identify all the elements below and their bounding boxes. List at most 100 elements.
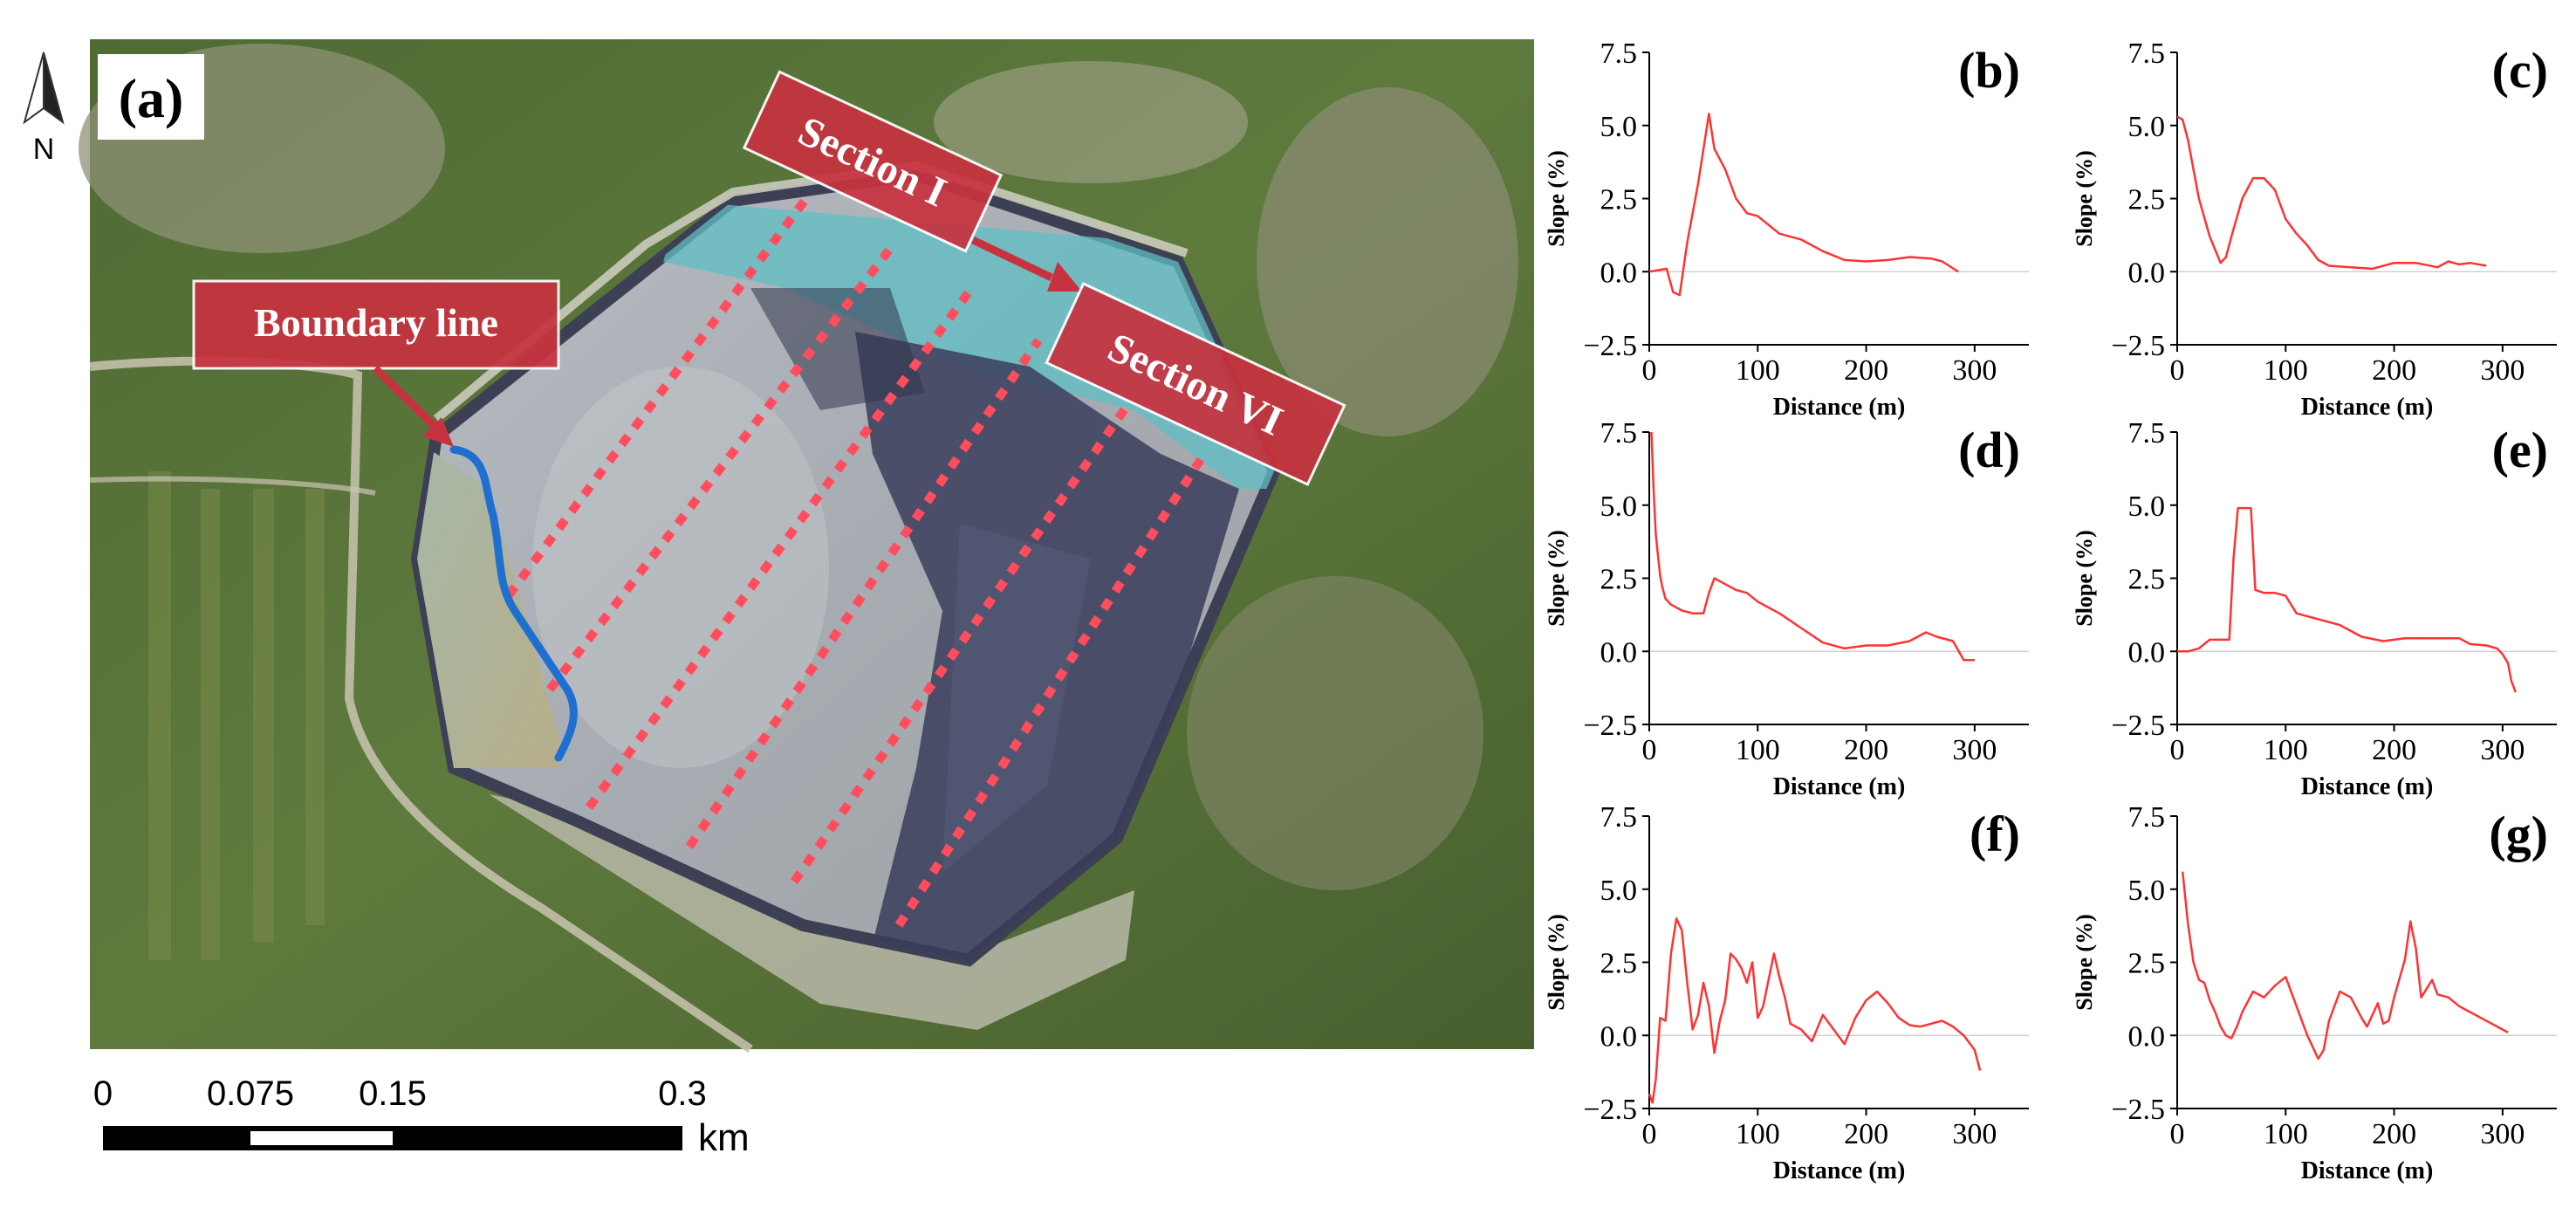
- y-tick-label: 7.5: [1600, 417, 1638, 450]
- x-axis-title: Distance (m): [2301, 394, 2434, 421]
- slope-chart-e: −2.5 0.0 2.5 5.0 7.5 0 100 200 300 Distance (m) Sl…: [2072, 417, 2557, 800]
- x-tick-label: 100: [2264, 354, 2308, 387]
- orthophoto-map-panel: Boundary line Section I Section VI (a) N…: [23, 39, 1534, 1159]
- panel-label-f: (f): [1970, 806, 2020, 862]
- y-tick-label: 2.5: [1600, 184, 1638, 216]
- y-tick-label: −2.5: [1583, 1094, 1637, 1126]
- slope-chart-b: −2.5 0.0 2.5 5.0 7.5 0 100 200 300 Distance (m) Sl…: [1544, 38, 2029, 421]
- slope-chart-g: −2.5 0.0 2.5 5.0 7.5 0 100 200 300 Distance (m) Sl…: [2072, 801, 2557, 1184]
- y-tick-label: −2.5: [1583, 710, 1637, 742]
- x-axis-title: Distance (m): [2301, 1157, 2434, 1184]
- section-line-5: [790, 399, 1134, 884]
- y-tick-label: 5.0: [2128, 111, 2166, 143]
- y-tick-label: 2.5: [1600, 948, 1638, 980]
- y-tick-label: 7.5: [2128, 38, 2166, 70]
- slope-chart-d: −2.5 0.0 2.5 5.0 7.5 0 100 200 300 Distance (m) Sl…: [1544, 417, 2029, 800]
- slope-series-line: [2176, 115, 2487, 271]
- x-tick-label: 200: [2372, 354, 2416, 387]
- y-tick-label: −2.5: [2111, 710, 2165, 742]
- y-tick-label: 7.5: [1600, 801, 1638, 834]
- y-axis-title: Slope (%): [1544, 530, 1569, 627]
- x-tick-label: 0: [2170, 354, 2185, 387]
- x-tick-label: 300: [2480, 1118, 2525, 1150]
- tailings-pond: [410, 161, 1281, 967]
- y-tick-label: 0.0: [1600, 636, 1638, 669]
- section-line-4: [685, 338, 1043, 849]
- y-tick-label: 0.0: [2128, 257, 2166, 289]
- x-tick-label: 200: [1844, 354, 1888, 387]
- y-tick-label: 7.5: [2128, 417, 2166, 450]
- panel-label-g: (g): [2489, 806, 2548, 862]
- y-tick-label: 5.0: [1600, 111, 1638, 143]
- x-tick-label: 100: [1736, 354, 1780, 387]
- panel-label-a: (a): [98, 54, 204, 140]
- slope-series-line: [2181, 871, 2509, 1060]
- x-tick-label: 100: [1736, 734, 1780, 766]
- scale-tick-0: 0: [93, 1074, 113, 1113]
- x-axis-title: Distance (m): [1773, 773, 1906, 800]
- y-tick-label: 5.0: [1600, 491, 1638, 523]
- x-tick-label: 100: [2264, 734, 2308, 766]
- panel-label-d: (d): [1958, 422, 2020, 478]
- y-tick-label: 2.5: [2128, 948, 2166, 980]
- x-tick-label: 300: [1952, 734, 1997, 766]
- x-tick-label: 0: [1642, 354, 1657, 387]
- slope-series-line: [1648, 113, 1959, 297]
- panel-label-b: (b): [1958, 42, 2020, 99]
- scale-tick-3: 0.3: [658, 1074, 707, 1113]
- y-axis-title: Slope (%): [2072, 530, 2097, 627]
- y-tick-label: 0.0: [1600, 257, 1638, 289]
- x-axis-title: Distance (m): [1773, 1157, 1906, 1184]
- x-tick-label: 0: [2170, 734, 2185, 766]
- y-tick-label: 5.0: [2128, 491, 2166, 523]
- x-tick-label: 0: [2170, 1118, 2185, 1150]
- x-axis-title: Distance (m): [2301, 773, 2434, 800]
- x-tick-label: 100: [1736, 1118, 1780, 1150]
- y-tick-label: −2.5: [2111, 1094, 2165, 1126]
- slope-series-line: [1650, 431, 1975, 662]
- scale-tick-1: 0.075: [207, 1074, 294, 1113]
- scale-tick-2: 0.15: [359, 1074, 427, 1113]
- slope-chart-f: −2.5 0.0 2.5 5.0 7.5 0 100 200 300 Distance (m) Sl…: [1544, 801, 2029, 1184]
- y-axis-title: Slope (%): [2072, 150, 2097, 247]
- x-tick-label: 0: [1642, 1118, 1657, 1150]
- boundary-line-callout: Boundary line: [192, 279, 560, 447]
- scale-bar: 0 0.075 0.15 0.3 km: [93, 1074, 750, 1159]
- section-line-3: [585, 290, 973, 810]
- section-line-2: [546, 245, 894, 693]
- x-tick-label: 200: [1844, 1118, 1888, 1150]
- boundary-line-label: Boundary line: [254, 300, 498, 345]
- panel-label-c: (c): [2492, 42, 2548, 99]
- y-axis-title: Slope (%): [1544, 914, 1569, 1011]
- north-label: N: [33, 133, 55, 166]
- y-tick-label: 0.0: [2128, 1020, 2166, 1053]
- north-arrow-icon: N: [23, 51, 65, 166]
- y-axis-title: Slope (%): [2072, 914, 2097, 1011]
- svg-text:(a): (a): [119, 67, 184, 129]
- x-tick-label: 300: [1952, 1118, 1997, 1150]
- section-lines: [505, 198, 1209, 928]
- slope-series-line: [2177, 506, 2517, 693]
- y-tick-label: 5.0: [2128, 875, 2166, 907]
- y-tick-label: 0.0: [2128, 636, 2166, 669]
- slope-chart-c: −2.5 0.0 2.5 5.0 7.5 0 100 200 300 Distance (m) Sl…: [2072, 38, 2557, 421]
- x-tick-label: 300: [1952, 354, 1997, 387]
- y-tick-label: −2.5: [1583, 330, 1637, 362]
- y-tick-label: −2.5: [2111, 330, 2165, 362]
- y-tick-label: 0.0: [1600, 1020, 1638, 1053]
- x-axis-title: Distance (m): [1773, 394, 1906, 421]
- y-tick-label: 5.0: [1600, 875, 1638, 907]
- scale-unit: km: [698, 1116, 750, 1159]
- x-tick-label: 200: [2372, 1118, 2416, 1150]
- y-tick-label: 7.5: [1600, 38, 1638, 70]
- y-tick-label: 2.5: [2128, 564, 2166, 596]
- x-tick-label: 300: [2480, 354, 2525, 387]
- y-axis-title: Slope (%): [1544, 150, 1569, 247]
- x-tick-label: 0: [1642, 734, 1657, 766]
- y-tick-label: 7.5: [2128, 801, 2166, 834]
- x-tick-label: 300: [2480, 734, 2525, 766]
- boundary-line: [449, 445, 578, 762]
- y-tick-label: 2.5: [2128, 184, 2166, 216]
- x-tick-label: 100: [2264, 1118, 2308, 1150]
